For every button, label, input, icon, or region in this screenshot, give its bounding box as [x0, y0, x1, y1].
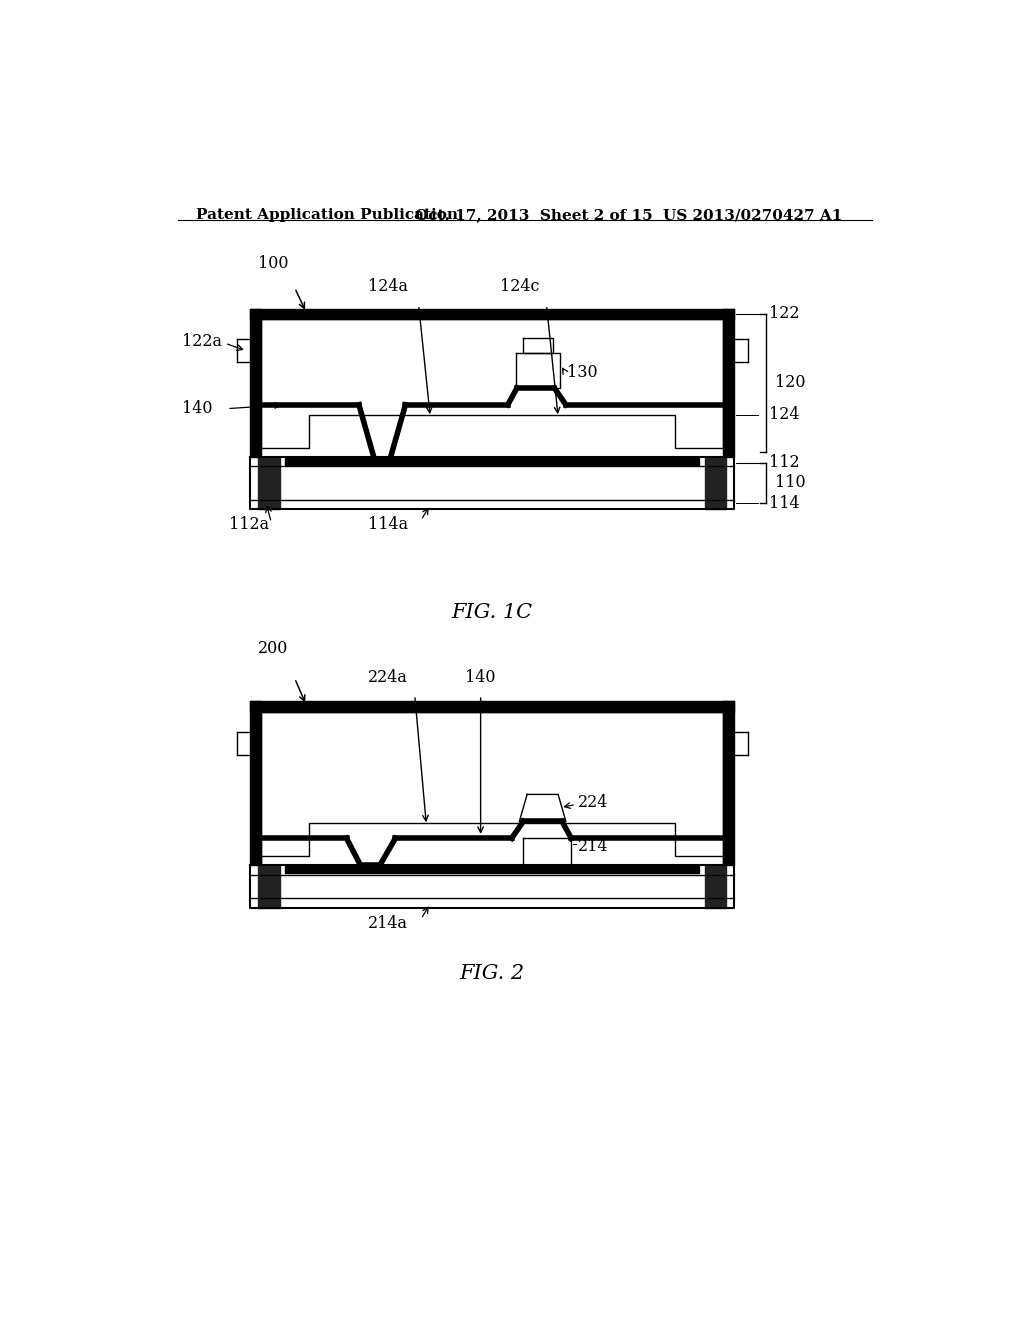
Text: 100: 100	[258, 255, 289, 272]
Text: Patent Application Publication: Patent Application Publication	[197, 209, 458, 223]
Text: 112: 112	[769, 454, 800, 471]
Text: 214a: 214a	[369, 915, 409, 932]
Text: 114: 114	[769, 495, 800, 512]
Text: 140: 140	[465, 669, 496, 686]
Text: 124c: 124c	[500, 279, 540, 296]
Text: 122a: 122a	[182, 333, 222, 350]
Text: 140: 140	[182, 400, 213, 417]
Text: 130: 130	[566, 364, 597, 381]
Text: US 2013/0270427 A1: US 2013/0270427 A1	[663, 209, 842, 223]
Text: 122: 122	[769, 305, 800, 322]
Text: FIG. 2: FIG. 2	[460, 964, 525, 982]
Text: 224a: 224a	[369, 669, 409, 686]
Text: 224: 224	[578, 793, 608, 810]
Text: 110: 110	[775, 474, 806, 491]
Text: Oct. 17, 2013  Sheet 2 of 15: Oct. 17, 2013 Sheet 2 of 15	[415, 209, 652, 223]
Text: 214: 214	[578, 837, 608, 854]
Text: 114a: 114a	[369, 516, 409, 533]
Text: 200: 200	[258, 640, 289, 657]
Text: 124: 124	[769, 407, 800, 424]
Text: 124a: 124a	[369, 279, 409, 296]
Text: FIG. 1C: FIG. 1C	[452, 603, 532, 622]
Text: 120: 120	[775, 374, 806, 391]
Text: 112a: 112a	[228, 516, 269, 533]
